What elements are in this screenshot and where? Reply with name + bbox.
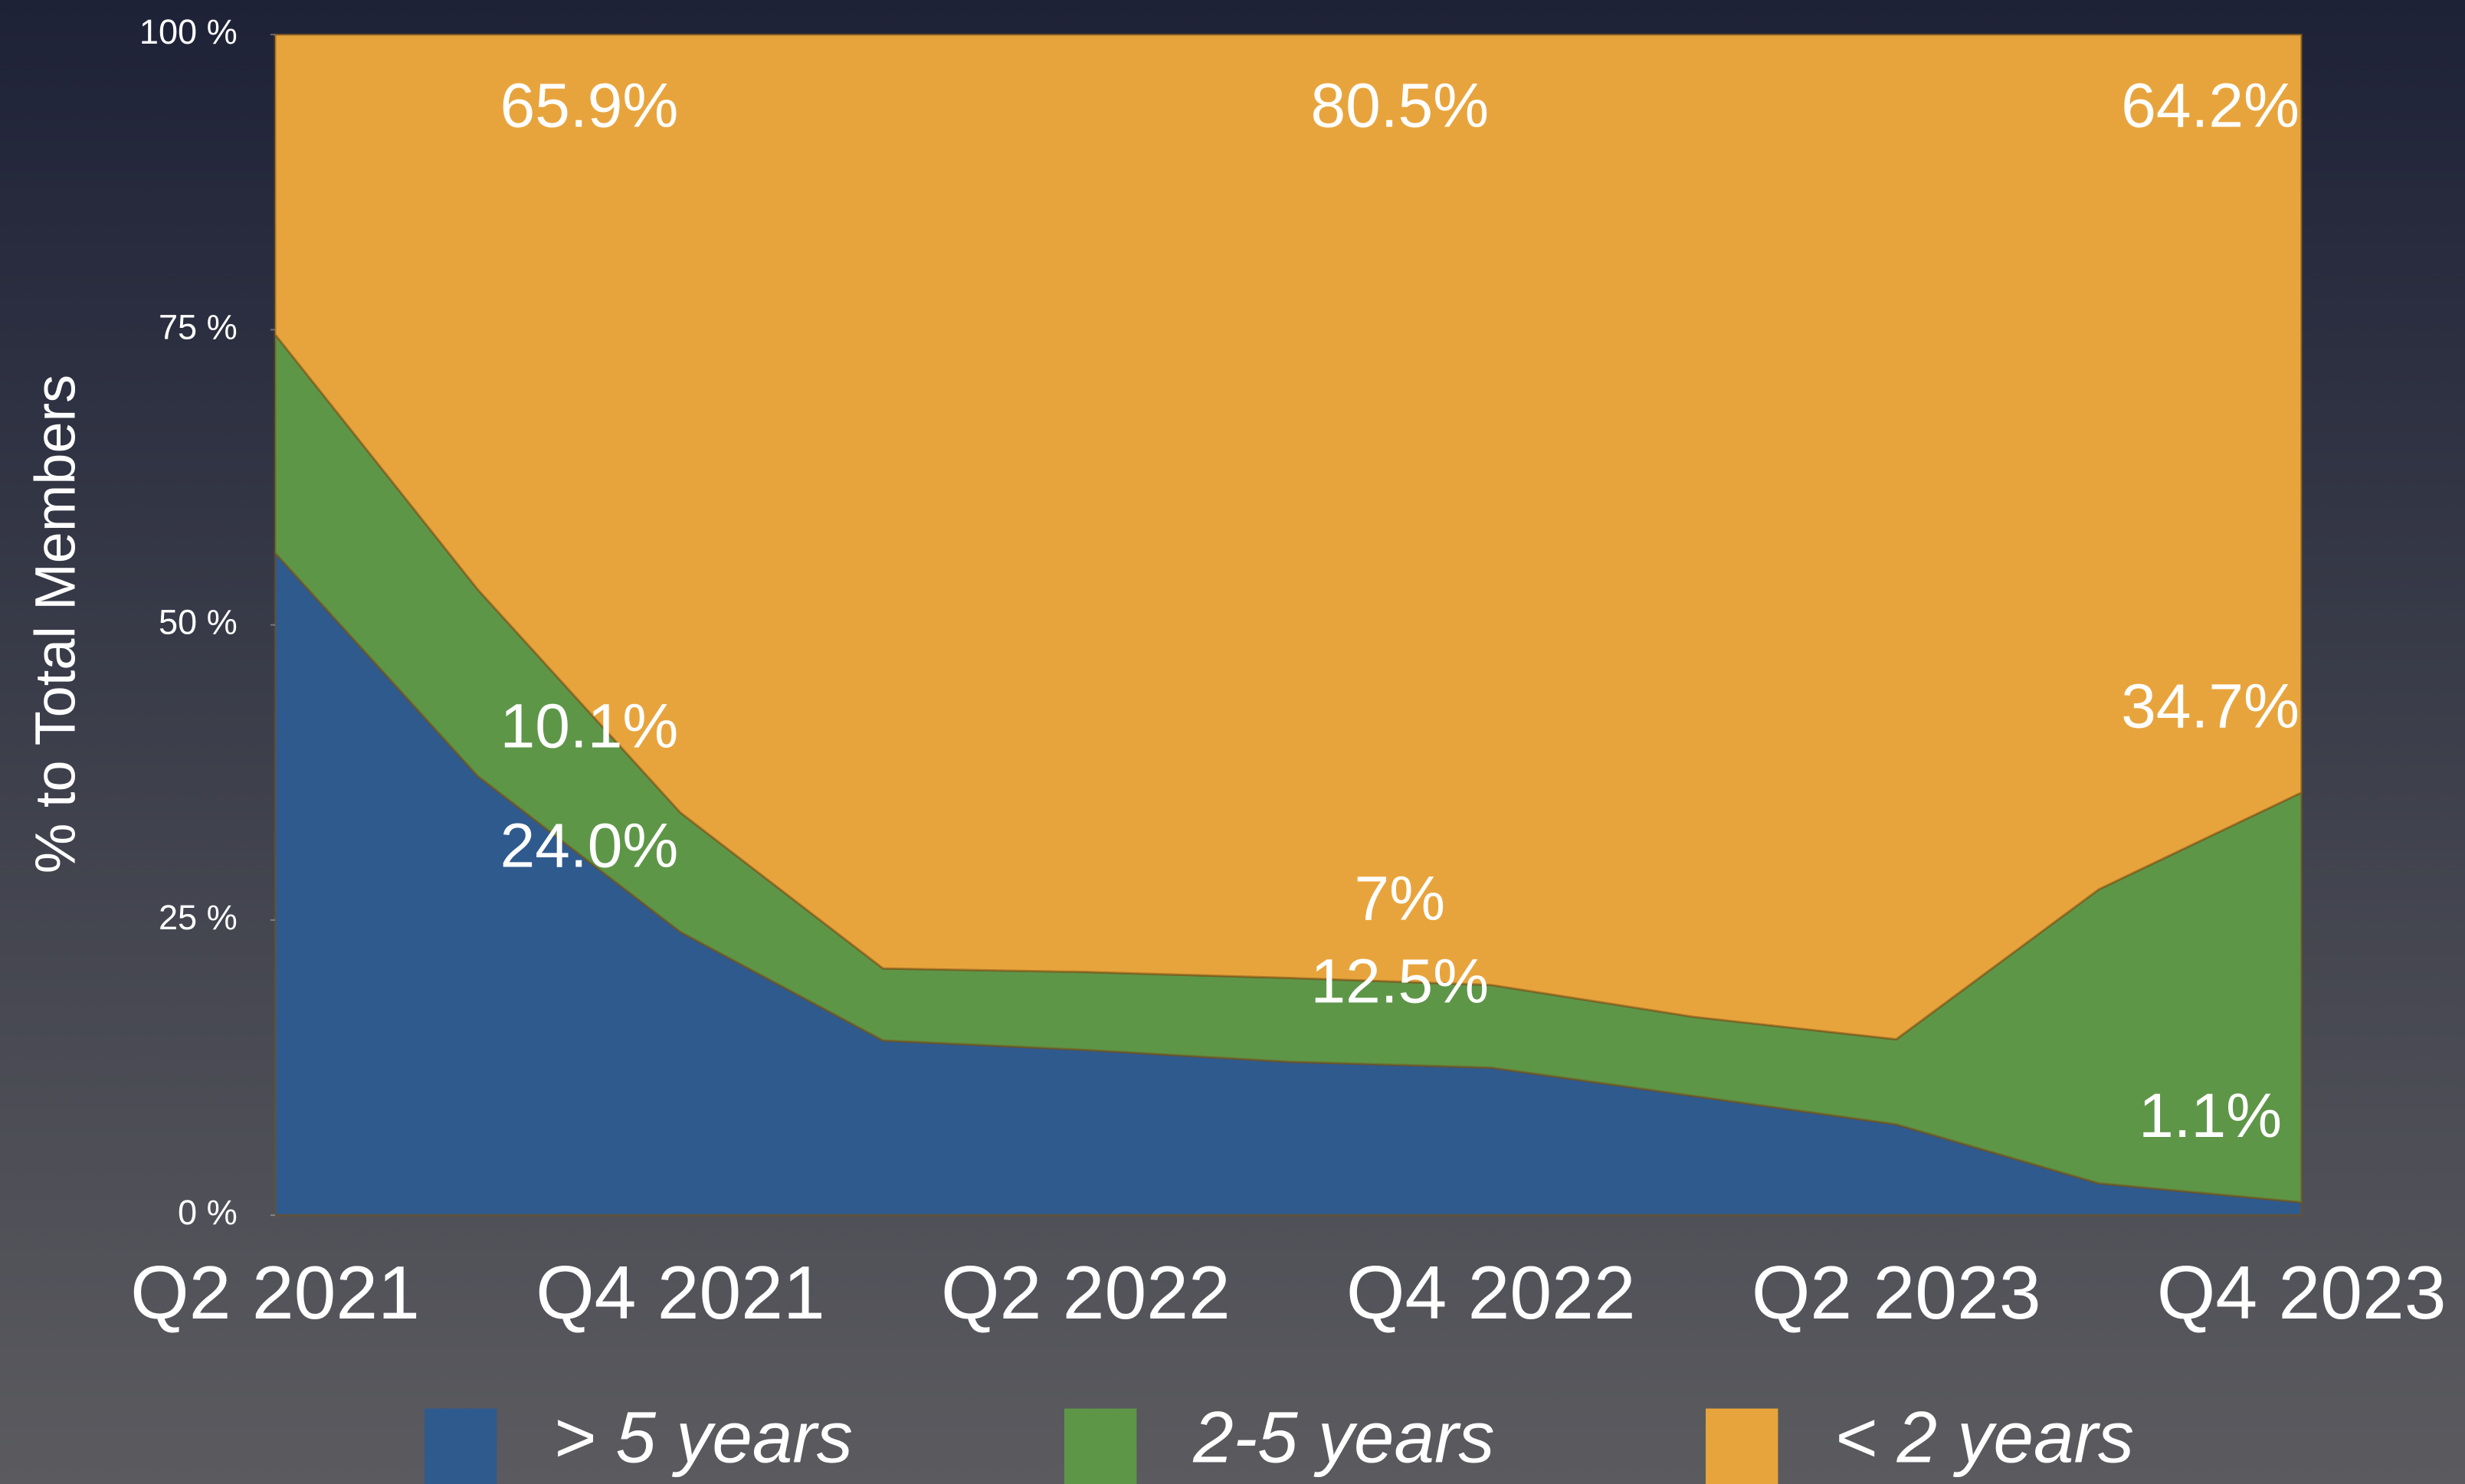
- x-tick-label: Q2 2023: [1752, 1250, 2041, 1335]
- y-tick-label: 50 %: [159, 603, 238, 642]
- y-axis-title: % to Total Members: [23, 375, 87, 873]
- x-tick-label: Q2 2021: [130, 1250, 420, 1335]
- y-tick-label: 25 %: [159, 898, 238, 937]
- data-label: 12.5%: [1310, 946, 1489, 1016]
- data-label: 34.7%: [2121, 671, 2299, 741]
- data-label: 10.1%: [500, 692, 679, 762]
- legend-swatch: [1706, 1408, 1778, 1484]
- data-label: 80.5%: [1310, 70, 1489, 140]
- x-tick-label: Q4 2021: [536, 1250, 825, 1335]
- x-tick-label: Q4 2022: [1346, 1250, 1636, 1335]
- legend-swatch: [424, 1408, 497, 1484]
- data-label: 65.9%: [500, 70, 679, 140]
- legend-label: 2-5 years: [1192, 1398, 1494, 1479]
- data-label: 1.1%: [2139, 1081, 2282, 1151]
- data-label: 24.0%: [500, 811, 679, 880]
- legend-label: < 2 years: [1834, 1398, 2134, 1479]
- y-tick-label: 75 %: [159, 307, 238, 346]
- area: [274, 33, 2303, 1041]
- x-tick-label: Q4 2023: [2157, 1250, 2447, 1335]
- legend-label: > 5 years: [553, 1398, 853, 1479]
- y-tick-label: 0 %: [178, 1193, 238, 1232]
- data-label: 64.2%: [2121, 70, 2299, 140]
- x-tick-label: Q2 2022: [941, 1250, 1231, 1335]
- y-tick-label: 100 %: [139, 12, 238, 51]
- data-label: 7%: [1354, 864, 1445, 934]
- legend-swatch: [1064, 1408, 1137, 1484]
